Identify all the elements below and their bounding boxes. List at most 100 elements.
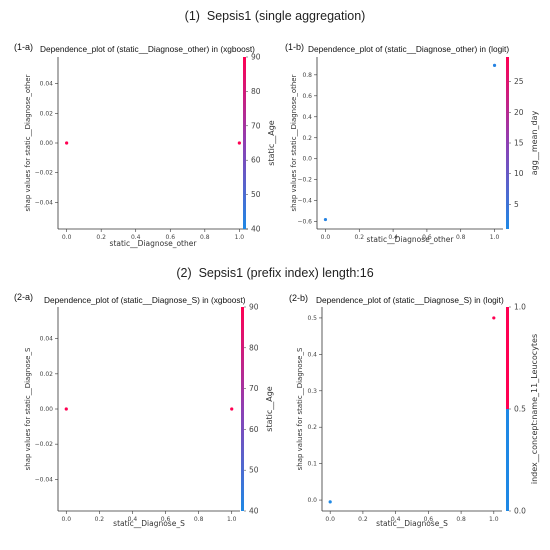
x-axis-label: static__Diagnose_other: [110, 239, 198, 248]
x-tick-label: 0.4: [131, 234, 141, 241]
y-tick-label: 0.5: [307, 315, 317, 322]
y-tick-label: −0.04: [35, 476, 54, 483]
y-tick-label: 0.04: [40, 81, 54, 88]
colorbar-tick-label: 90: [249, 303, 259, 312]
colorbar-tick-label: 50: [249, 466, 259, 475]
x-tick-label: 0.2: [95, 516, 105, 523]
x-tick-label: 0.2: [96, 234, 106, 241]
panel-tag-1a: (1-a): [14, 42, 34, 52]
data-point: [323, 217, 328, 222]
x-tick-label: 0.6: [165, 234, 175, 241]
y-axis-label: shap values for static__Diagnose_other: [290, 74, 298, 211]
colorbar-tick-label: 1.0: [514, 303, 526, 312]
y-tick-label: 0.6: [302, 93, 312, 100]
y-tick-label: 0.02: [40, 110, 54, 117]
y-tick-label: 0.04: [40, 336, 54, 343]
data-point: [230, 407, 234, 411]
colorbar-tick-label: 0.0: [514, 507, 526, 516]
panel-tag-1b: (1-b): [285, 42, 305, 52]
y-tick-label: −0.02: [35, 170, 54, 177]
y-tick-label: −0.4: [297, 198, 312, 205]
panel-tag-2b: (2-b): [289, 293, 309, 303]
y-tick-label: 0.4: [307, 351, 317, 358]
y-tick-label: 0.0: [302, 156, 312, 163]
colorbar-label: static__Age: [267, 120, 276, 166]
x-tick-label: 0.4: [388, 234, 398, 241]
data-point: [328, 500, 332, 504]
colorbar-tick-label: 60: [249, 425, 259, 434]
y-axis-label: shap values for static__Diagnose_S: [296, 347, 304, 470]
x-tick-label: 0.8: [194, 516, 204, 523]
panel-tag-2a: (2-a): [14, 292, 34, 302]
x-tick-label: 0.8: [200, 234, 210, 241]
colorbar-tick-label: 90: [251, 53, 261, 62]
y-tick-label: 0.2: [307, 424, 317, 431]
x-tick-label: 0.0: [325, 516, 335, 523]
x-tick-label: 0.4: [128, 516, 138, 523]
x-axis-label: static__Diagnose_S: [376, 519, 448, 528]
data-point: [237, 141, 241, 145]
x-tick-label: 1.0: [490, 234, 500, 241]
x-tick-label: 0.0: [61, 516, 71, 523]
colorbar-tick-label: 0.5: [514, 405, 526, 414]
colorbar: [243, 57, 246, 229]
data-point: [65, 141, 69, 145]
x-tick-label: 0.6: [424, 516, 434, 523]
colorbar-tick-label: 40: [249, 507, 259, 516]
panel-title-2a: Dependence_plot of (static__Diagnose_S) …: [44, 295, 246, 305]
colorbar-tick-label: 70: [249, 384, 259, 393]
y-tick-label: 0.2: [302, 135, 312, 142]
section-title-2: (2) Sepsis1 (prefix index) length:16: [0, 266, 550, 280]
colorbar: [506, 307, 509, 511]
colorbar-tick-label: 10: [514, 169, 524, 178]
data-point: [492, 63, 497, 67]
x-axis-label: static__Diagnose_other: [367, 235, 455, 244]
y-tick-label: 0.02: [40, 371, 54, 378]
colorbar-tick-label: 40: [251, 225, 261, 234]
panel-title-1a: Dependence_plot of (static__Diagnose_oth…: [40, 44, 255, 54]
panel-title-1b: Dependence_plot of (static__Diagnose_oth…: [308, 44, 510, 54]
x-tick-label: 0.8: [456, 516, 466, 523]
x-tick-label: 1.0: [489, 516, 499, 523]
section-title-1: (1) Sepsis1 (single aggregation): [0, 9, 550, 23]
y-tick-label: 0.0: [307, 497, 317, 504]
y-tick-label: −0.04: [35, 199, 54, 206]
y-axis-label: shap values for static__Diagnose_other: [24, 74, 32, 211]
colorbar: [506, 57, 509, 229]
y-tick-label: 0.00: [40, 406, 54, 413]
data-point: [64, 407, 68, 411]
colorbar-label: static__Age: [265, 386, 274, 432]
x-tick-label: 0.8: [456, 234, 466, 241]
y-tick-label: −0.2: [297, 177, 312, 184]
colorbar-tick-label: 5: [514, 200, 519, 209]
section-label: Sepsis1 (single aggregation): [206, 9, 366, 23]
colorbar: [241, 307, 244, 511]
data-point: [492, 316, 496, 320]
y-tick-label: −0.6: [297, 219, 312, 226]
x-axis-label: static__Diagnose_S: [113, 519, 185, 528]
y-tick-label: 0.3: [307, 388, 317, 395]
y-axis-label: shap values for static__Diagnose_S: [24, 347, 32, 470]
section-number: (2): [176, 266, 192, 280]
x-tick-label: 1.0: [227, 516, 237, 523]
x-tick-label: 0.0: [62, 234, 72, 241]
y-tick-label: 0.1: [307, 461, 317, 468]
y-tick-label: 0.00: [40, 140, 54, 147]
panel-title-2b: Dependence_plot of (static__Diagnose_S) …: [316, 295, 504, 305]
colorbar-tick-label: 50: [251, 190, 261, 199]
colorbar-tick-label: 80: [249, 343, 259, 352]
section-label: Sepsis1 (prefix index) length:16: [198, 266, 374, 280]
colorbar-tick-label: 60: [251, 156, 261, 165]
y-tick-label: −0.02: [35, 441, 54, 448]
colorbar-tick-label: 20: [514, 108, 524, 117]
colorbar-label: index__concept:name_11_Leucocytes: [530, 334, 539, 484]
y-tick-label: 0.4: [302, 114, 312, 121]
y-tick-label: 0.8: [302, 72, 312, 79]
x-tick-label: 0.4: [391, 516, 401, 523]
colorbar-tick-label: 15: [514, 139, 524, 148]
x-tick-label: 0.2: [354, 234, 364, 241]
